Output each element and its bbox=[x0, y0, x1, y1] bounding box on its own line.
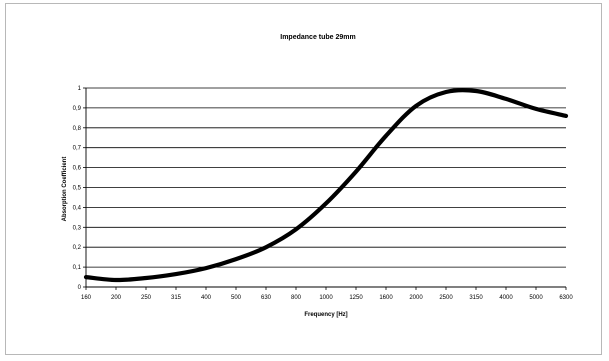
y-tick-label: 0,8 bbox=[73, 126, 82, 132]
x-tick-label: 5000 bbox=[529, 295, 543, 301]
x-axis-label: Frequency [Hz] bbox=[304, 312, 347, 318]
x-tick-label: 160 bbox=[81, 295, 92, 301]
y-tick-label: 0,4 bbox=[73, 205, 82, 211]
y-tick-label: 0,7 bbox=[73, 146, 82, 152]
x-tick-label: 2500 bbox=[439, 295, 453, 301]
chart-title: Impedance tube 29mm bbox=[280, 34, 355, 41]
x-tick-label: 200 bbox=[111, 295, 122, 301]
y-tick-label: 0 bbox=[78, 285, 82, 291]
x-tick-label: 400 bbox=[201, 295, 212, 301]
x-tick-label: 250 bbox=[141, 295, 152, 301]
axes bbox=[83, 87, 567, 290]
y-tick-label: 0,1 bbox=[73, 265, 82, 271]
x-tick-label: 1250 bbox=[349, 295, 363, 301]
y-tick-label: 0,5 bbox=[73, 186, 82, 192]
x-tick-label: 4000 bbox=[499, 295, 513, 301]
x-tick-label: 1000 bbox=[319, 295, 333, 301]
x-tick-label: 500 bbox=[231, 295, 242, 301]
series bbox=[83, 88, 569, 283]
y-tick-label: 1 bbox=[78, 86, 82, 92]
x-tick-label: 6300 bbox=[559, 295, 573, 301]
y-tick-label: 0,2 bbox=[73, 245, 82, 251]
y-tick-labels: 0 0,1 0,2 0,3 0,4 0,5 0,6 0,7 0,8 0,9 1 bbox=[73, 86, 82, 291]
y-tick-label: 0,9 bbox=[73, 106, 82, 112]
gridlines bbox=[86, 87, 566, 268]
x-tick-label: 1600 bbox=[379, 295, 393, 301]
y-tick-label: 0,6 bbox=[73, 166, 82, 172]
x-tick-label: 315 bbox=[171, 295, 182, 301]
x-tick-label: 800 bbox=[291, 295, 302, 301]
chart-frame bbox=[5, 3, 602, 355]
series-line bbox=[83, 88, 569, 283]
y-axis-label: Absorption Coefficient bbox=[62, 157, 68, 222]
y-tick-label: 0,3 bbox=[73, 225, 82, 231]
x-tick-label: 2000 bbox=[409, 295, 423, 301]
x-tick-label: 630 bbox=[261, 295, 272, 301]
x-tick-label: 3150 bbox=[469, 295, 483, 301]
x-tick-labels: 160 200 250 315 400 500 630 800 1000 1250 1600 2000… bbox=[81, 295, 573, 301]
